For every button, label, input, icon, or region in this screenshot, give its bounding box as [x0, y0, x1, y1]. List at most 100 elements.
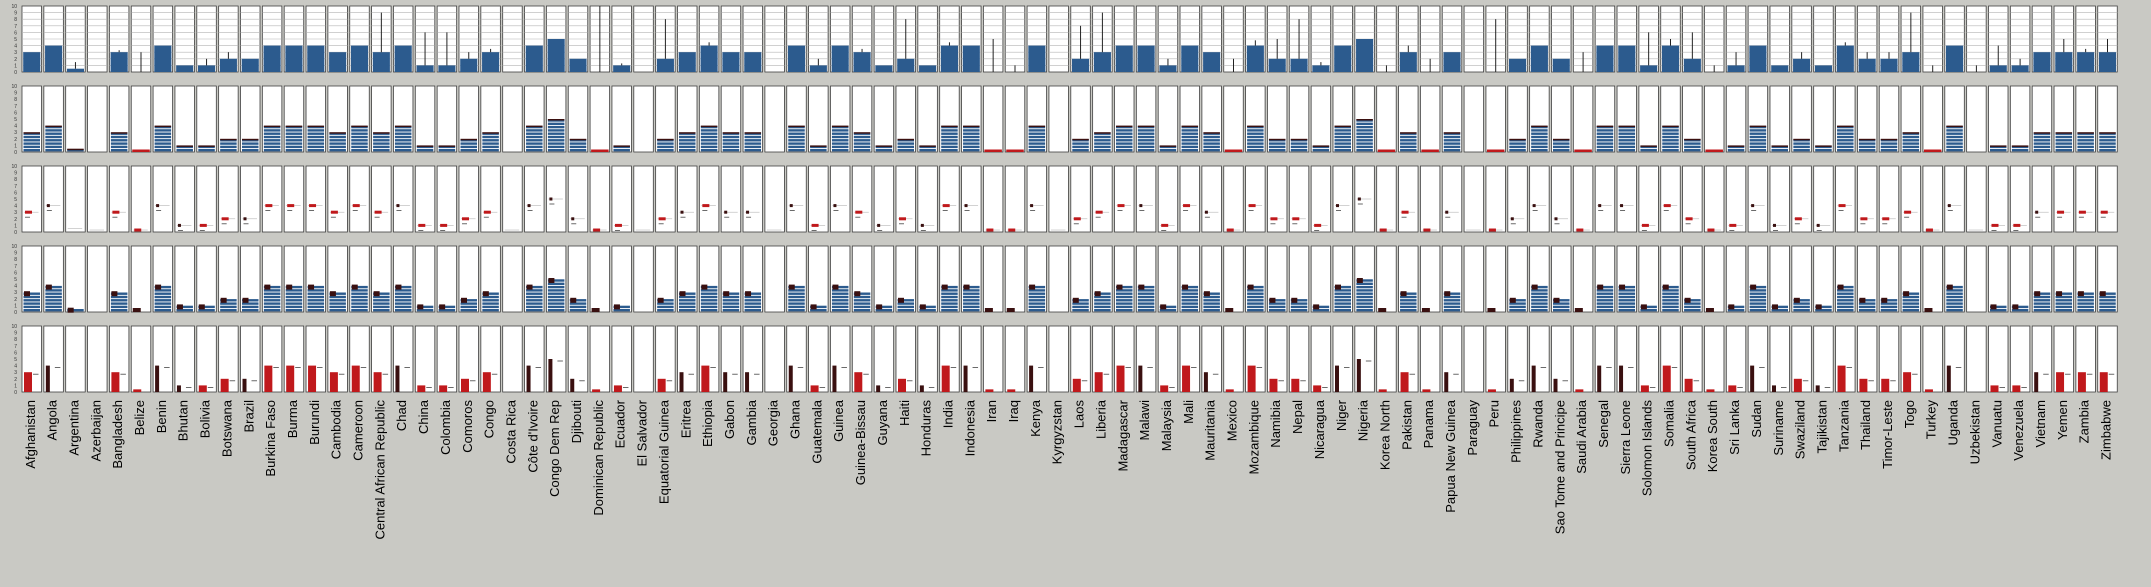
panel-frame — [1485, 165, 1506, 233]
level-mark — [1139, 204, 1143, 208]
stripe — [963, 129, 980, 132]
panel-frame — [1572, 325, 1594, 393]
stripe — [1531, 132, 1548, 135]
stripe — [1793, 145, 1810, 149]
country-label: Peru — [1487, 400, 1502, 427]
panel-5 — [1966, 325, 1987, 393]
panel-frame — [2075, 245, 2096, 313]
bar-cap — [1356, 119, 1373, 121]
stripe — [1880, 149, 1898, 152]
panel-5 — [1704, 325, 1725, 393]
stripe — [1531, 289, 1548, 292]
bar — [700, 45, 718, 72]
stripe — [788, 132, 805, 135]
panel-frame — [1354, 245, 1375, 313]
panel-frame — [1223, 85, 1244, 153]
panel-1 — [1310, 5, 1332, 73]
panel-frame — [43, 245, 64, 313]
stripe — [460, 149, 477, 152]
stripe — [1531, 142, 1548, 145]
panel-1 — [1988, 5, 2009, 73]
country-label: Paraguay — [1465, 400, 1480, 456]
stripe — [547, 302, 565, 305]
level-bar — [1837, 365, 1846, 392]
stripe — [941, 309, 958, 312]
panel-frame — [1725, 165, 1747, 233]
stripe — [1531, 302, 1548, 305]
panel-frame — [1529, 245, 1550, 313]
stripe — [1268, 149, 1286, 152]
panel-1 — [1900, 5, 1921, 73]
country-label: Iran — [984, 400, 999, 422]
panel-1 — [2009, 5, 2031, 73]
stripe — [1400, 292, 1417, 295]
panel-frame — [414, 245, 436, 313]
panel-frame — [830, 85, 851, 153]
panel-frame — [2097, 85, 2118, 153]
bar — [1749, 45, 1767, 72]
stripe — [526, 145, 543, 149]
level-mark — [1532, 204, 1536, 208]
panel-2 — [1616, 85, 1637, 153]
level-bar — [373, 372, 382, 392]
level-mark — [199, 223, 207, 227]
country-labels: Afghanistan Angola Argentina Azerbaijan Bang… — [23, 399, 2114, 539]
stripe — [1312, 149, 1330, 152]
stripe — [1902, 302, 1920, 305]
panel-frame — [65, 165, 86, 233]
stripe — [285, 285, 303, 289]
stripe — [154, 295, 172, 299]
panel-4 — [130, 245, 152, 313]
panel-frame — [1551, 165, 1572, 233]
panel-frame — [502, 245, 523, 313]
panel-5 — [393, 325, 414, 393]
panel-frame — [1420, 325, 1441, 393]
bar — [2098, 52, 2117, 72]
level-bar — [242, 378, 247, 392]
panel-frame — [1638, 165, 1659, 233]
bar — [1028, 45, 1046, 72]
stripe — [657, 149, 674, 152]
stripe — [526, 125, 543, 129]
y-tick-label: 3 — [14, 130, 17, 136]
stripe — [1618, 132, 1636, 135]
panel-frame — [589, 85, 610, 153]
panel-2 — [2053, 85, 2074, 153]
panel-frame — [152, 85, 174, 153]
stripe — [722, 149, 740, 152]
stripe — [307, 129, 325, 132]
panel-frame — [851, 245, 873, 313]
stripe — [1181, 125, 1199, 129]
level-mark — [374, 210, 382, 214]
stripe — [2033, 142, 2051, 145]
bar — [853, 52, 871, 72]
bar-cap — [1509, 138, 1526, 141]
country-label: Afghanistan — [23, 400, 38, 469]
stripe — [875, 149, 893, 152]
stripe — [679, 139, 696, 142]
panel-frame — [65, 325, 86, 393]
stripe — [1793, 302, 1810, 305]
panel-4 — [764, 245, 785, 313]
stripe — [1334, 132, 1351, 135]
level-mark — [1510, 217, 1514, 221]
level-bar — [1094, 372, 1103, 392]
level-bar — [2012, 385, 2021, 392]
panel-frame — [393, 245, 414, 313]
level-mark — [1314, 223, 1322, 227]
bar — [241, 58, 259, 72]
level-bar — [45, 365, 50, 392]
panel-2 — [764, 85, 785, 153]
stripe — [1028, 285, 1046, 289]
stripe — [963, 139, 980, 142]
panel-2 — [1769, 85, 1790, 153]
bar-cap — [176, 145, 193, 147]
stripe — [1684, 149, 1701, 152]
stripe — [1902, 305, 1920, 309]
y-tick-label: 8 — [14, 177, 17, 183]
stripe — [722, 135, 740, 139]
panel-frame — [1070, 245, 1091, 313]
level-bar — [985, 389, 994, 392]
stripe — [1116, 142, 1133, 145]
stripe — [110, 142, 128, 145]
